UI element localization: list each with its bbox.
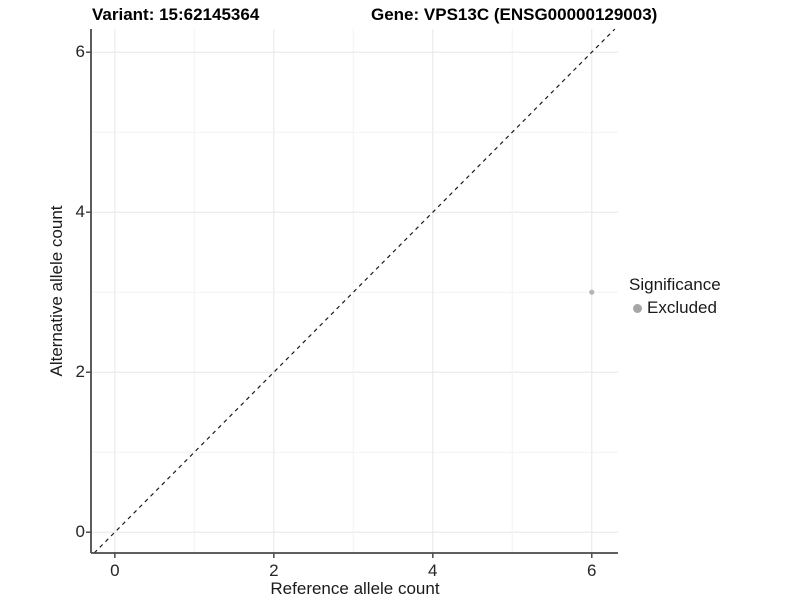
y-tick-label: 4 (75, 202, 85, 222)
x-tick-label: 6 (587, 561, 597, 580)
y-tick-label: 2 (75, 362, 85, 382)
data-point (589, 289, 595, 295)
y-axis-title: Alternative allele count (47, 205, 66, 377)
gene-title: Gene: VPS13C (ENSG00000129003) (371, 5, 658, 24)
y-tick-label: 6 (75, 42, 85, 62)
variant-title: Variant: 15:62145364 (92, 5, 260, 24)
identity-reference-line (93, 28, 616, 554)
x-axis-title: Reference allele count (270, 579, 440, 598)
x-tick-label: 2 (269, 561, 279, 580)
legend-point-icon (633, 303, 642, 313)
x-tick-label: 4 (428, 561, 438, 580)
legend-title: Significance (629, 275, 721, 294)
x-tick-label: 0 (110, 561, 120, 580)
y-tick-label: 0 (75, 522, 85, 542)
legend-item-excluded: Excluded (633, 298, 721, 318)
legend-item-label: Excluded (647, 298, 717, 317)
significance-legend: Significance Excluded (629, 275, 721, 318)
